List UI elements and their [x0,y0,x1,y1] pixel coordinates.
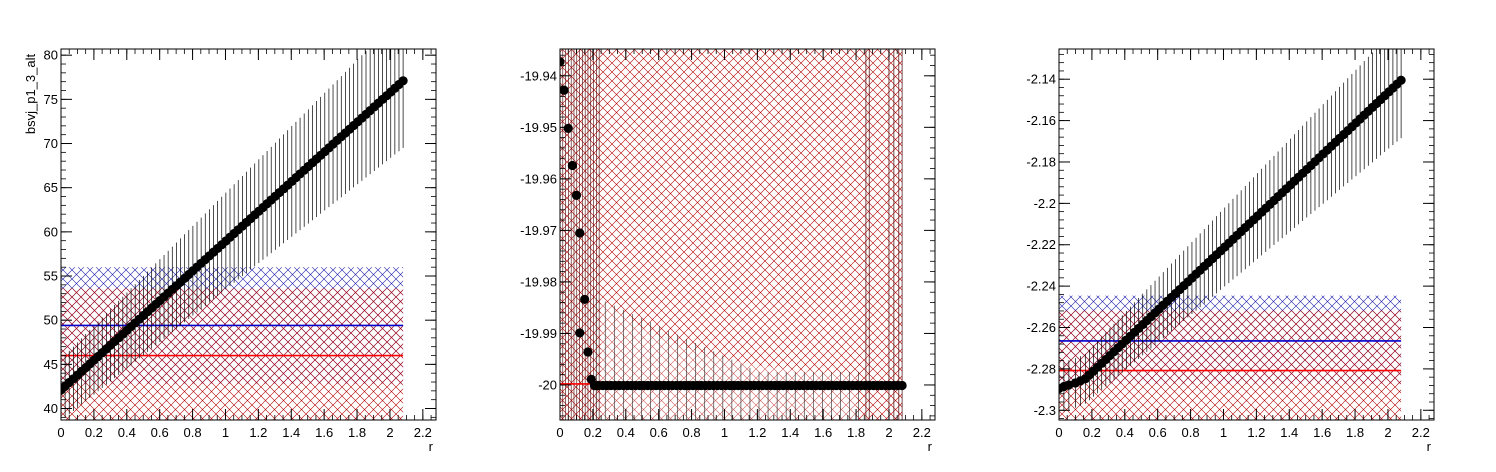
y-tick-label: -2.3 [1034,403,1056,418]
y-tick-label: 50 [44,313,58,328]
y-axis-label: bsvj_p1_3_alt [23,54,38,135]
x-tick-label: 2.2 [414,425,432,440]
y-tick-label: 65 [44,180,58,195]
data-point [897,380,907,391]
x-tick-label: 0.4 [1116,425,1134,440]
y-tick-label: -19.99 [520,326,557,341]
x-tick-label: 2 [885,425,892,440]
x-tick-label: 2 [1384,425,1391,440]
x-tick-label: 1.2 [748,425,766,440]
chart-panel-right: r 0 0.2 0.4 0.6 0.8 1 1.2 1.4 1.6 1.8 2 2.2 -2.14 -2.… [1026,48,1435,454]
data-point [398,76,408,86]
y-tick-label: -2.18 [1026,154,1056,169]
data-point [1396,75,1406,85]
y-tick-label: -19.94 [520,68,557,83]
data-point [567,160,577,171]
plot-frame [559,48,936,421]
plot-frame [1058,48,1435,421]
y-tick-label: -2.26 [1026,320,1056,335]
y-tick-label: 75 [44,92,58,107]
y-tick-label: -2.28 [1026,361,1056,376]
x-tick-label: 1.8 [847,425,865,440]
y-tick-label: -2.24 [1026,279,1056,294]
data-point [560,57,565,67]
x-tick-label: 1.4 [781,425,799,440]
y-tick-label: 70 [44,136,58,151]
plot-area [560,49,907,420]
x-tick-label: 1.2 [249,425,267,440]
x-tick-label: 0.2 [584,425,602,440]
x-tick-label: 2 [386,425,393,440]
x-tick-label: 1.6 [814,425,832,440]
chart-panel-middle: r 0 0.2 0.4 0.6 0.8 1 1.2 1.4 1.6 1.8 2 2.2 -19.94 -1… [520,48,936,454]
x-tick-label: 1.4 [282,425,300,440]
x-tick-label: 1.6 [1313,425,1331,440]
x-tick-label: 0 [1055,425,1062,440]
data-point [560,85,569,95]
plot-frame [60,48,437,421]
x-tick-label: 0.6 [650,425,668,440]
x-axis-label: r [429,439,434,454]
x-tick-label: 0 [57,425,64,440]
data-point [583,347,593,357]
x-tick-label: 0.6 [151,425,169,440]
y-tick-label: -19.98 [520,274,557,289]
x-tick-label: 1.6 [315,425,333,440]
data-point [575,228,585,238]
x-tick-label: 0.8 [184,425,202,440]
y-tick-label: -20 [538,377,557,392]
y-tick-label: -19.97 [520,223,557,238]
x-tick-label: 1.8 [1346,425,1364,440]
red-uncertainty-band [560,49,903,420]
y-tick-label: 80 [44,48,58,63]
red-uncertainty-band [61,288,404,420]
x-tick-label: 0.2 [1083,425,1101,440]
y-tick-label: -2.22 [1026,237,1056,252]
x-axis-label: r [1427,439,1432,454]
x-tick-label: 0.6 [1149,425,1167,440]
x-tick-label: 0.4 [118,425,136,440]
x-tick-label: 2.2 [913,425,931,440]
x-axis-label: r [928,439,933,454]
x-tick-label: 0 [556,425,563,440]
y-tick-label: 60 [44,224,58,239]
data-point [571,190,582,200]
chart-panel-left: bsvj_p1_3_alt r 0 0.2 0.4 0.6 0.8 1 1.2 1.4 1.6 1… [23,48,437,454]
y-tick-label: -2.14 [1026,72,1056,87]
y-tick-label: 55 [44,269,58,284]
x-tick-label: 1 [1220,425,1227,440]
y-tick-label: 40 [44,401,58,416]
y-tick-label: -2.2 [1034,196,1056,211]
x-tick-label: 0.8 [1182,425,1200,440]
plot-area [61,49,408,420]
x-tick-label: 2.2 [1412,425,1430,440]
x-tick-label: 0.8 [683,425,701,440]
x-tick-label: 0.2 [85,425,103,440]
data-point [575,328,585,338]
x-tick-label: 1.4 [1280,425,1298,440]
data-point [563,123,573,133]
y-tick-label: -19.95 [520,120,557,135]
x-tick-label: 1 [222,425,229,440]
y-tick-label: -2.16 [1026,113,1056,128]
x-tick-label: 0.4 [617,425,635,440]
data-point [580,294,590,305]
y-tick-label: -19.96 [520,171,557,186]
plot-area [1059,49,1406,420]
x-tick-label: 1.2 [1247,425,1265,440]
x-tick-label: 1 [721,425,728,440]
red-uncertainty-band [1059,310,1402,420]
x-tick-label: 1.8 [348,425,366,440]
y-tick-label: 45 [44,357,58,372]
